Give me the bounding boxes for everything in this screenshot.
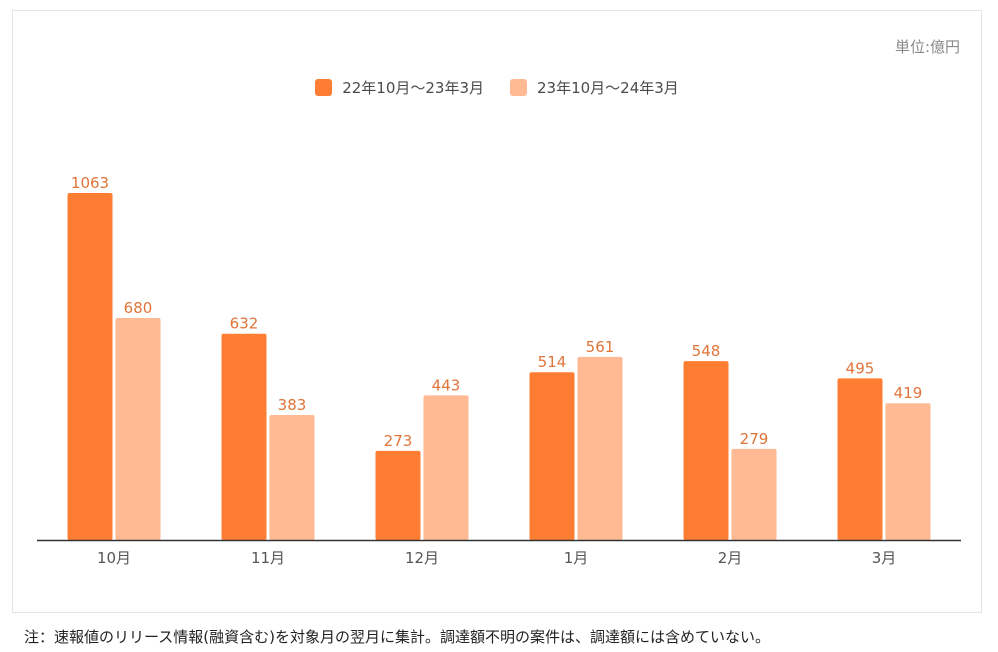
chart-card: 単位:億円 22年10月～23年3月 23年10月～24年3月 1063 680 1…: [12, 10, 982, 613]
x-tick-label-3: 12月: [405, 549, 439, 567]
data-label-1-2: 632: [230, 315, 259, 333]
x-tick-label-1: 10月: [97, 549, 131, 567]
legend-item-series-2[interactable]: 23年10月～24年3月: [510, 77, 679, 98]
legend-item-series-1[interactable]: 22年10月～23年3月: [315, 77, 484, 98]
data-label-2-3: 443: [432, 376, 461, 394]
data-label-1-4: 514: [538, 353, 567, 371]
x-tick-label-6: 3月: [872, 549, 897, 567]
legend-label-series-2: 23年10月～24年3月: [537, 79, 679, 97]
legend-swatch-series-2: [510, 79, 527, 96]
data-label-1-6: 495: [846, 359, 875, 377]
x-tick-label-4: 1月: [564, 549, 589, 567]
data-label-1-3: 273: [384, 432, 413, 450]
x-tick-label-2: 11月: [251, 549, 285, 567]
bar-2-5[interactable]: [731, 448, 777, 540]
bar-chart: 1063 680 10月 632 383 11月 273 443 12月 514 561 1月 548 2…: [37, 174, 961, 567]
bar-1-2[interactable]: [221, 333, 267, 540]
data-label-2-6: 419: [894, 384, 923, 402]
bar-2-1[interactable]: [115, 318, 161, 540]
bar-1-6[interactable]: [837, 378, 883, 540]
bar-1-3[interactable]: [375, 450, 421, 540]
bar-2-2[interactable]: [269, 414, 315, 540]
legend-label-series-1: 22年10月～23年3月: [342, 79, 484, 97]
data-label-2-4: 561: [586, 338, 615, 356]
bar-2-4[interactable]: [577, 356, 623, 540]
bar-2-6[interactable]: [885, 403, 931, 540]
bar-1-1[interactable]: [67, 193, 113, 540]
bar-2-3[interactable]: [423, 395, 469, 540]
data-label-2-1: 680: [124, 299, 153, 317]
legend-swatch-series-1: [315, 79, 333, 96]
bar-1-5[interactable]: [683, 361, 729, 540]
bar-1-4[interactable]: [529, 372, 575, 540]
data-label-1-5: 548: [692, 342, 721, 360]
unit-label: 単位:億円: [894, 38, 960, 56]
data-label-2-5: 279: [740, 430, 769, 448]
legend: 22年10月～23年3月 23年10月～24年3月: [13, 77, 981, 98]
footnote: 注：速報値のリリース情報(融資含む)を対象月の翌月に集計。調達額不明の案件は、調…: [24, 628, 770, 646]
data-label-1-1: 1063: [71, 174, 109, 192]
x-tick-label-5: 2月: [718, 549, 743, 567]
data-label-2-2: 383: [278, 396, 307, 414]
